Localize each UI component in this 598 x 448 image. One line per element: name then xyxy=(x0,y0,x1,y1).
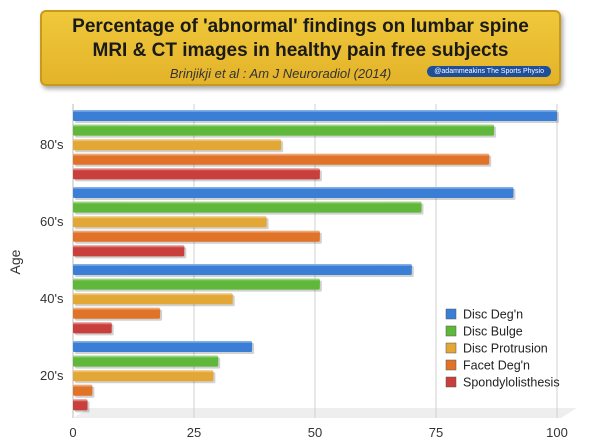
legend-label: Disc Deg'n xyxy=(463,308,523,322)
category-label: 80's xyxy=(40,137,64,152)
chart-title-line2: MRI & CT images in healthy pain free sub… xyxy=(92,40,509,61)
chart-subtitle: Brinjikji et al : Am J Neuroradiol (2014… xyxy=(169,66,392,81)
bar-highlight xyxy=(73,264,412,269)
legend-label: Disc Protrusion xyxy=(463,342,548,356)
bar-highlight xyxy=(73,216,267,222)
title-banner: Percentage of 'abnormal' findings on lum… xyxy=(40,10,561,86)
bar-highlight xyxy=(73,124,495,130)
bar-highlight xyxy=(73,245,185,251)
bar-highlight xyxy=(73,168,320,174)
bar-highlight xyxy=(73,201,422,207)
bar-highlight xyxy=(73,230,320,236)
bar-highlight xyxy=(73,278,320,284)
legend-swatch xyxy=(445,325,457,337)
legend-swatch xyxy=(445,376,457,388)
legend-swatch xyxy=(445,359,457,371)
x-tick-label: 50 xyxy=(308,425,322,440)
y-axis-title: Age xyxy=(7,249,23,274)
legend-label: Disc Bulge xyxy=(463,325,523,339)
x-tick-label: 75 xyxy=(429,425,443,440)
bar-highlight xyxy=(73,341,253,346)
legend-swatch xyxy=(445,342,457,354)
bar-highlight xyxy=(73,384,93,390)
chart-title-line1: Percentage of 'abnormal' findings on lum… xyxy=(72,16,529,37)
credit-badge: @adammeakins The Sports Physio xyxy=(427,66,551,77)
bar-highlight xyxy=(73,355,219,361)
bar-highlight xyxy=(73,399,88,405)
category-label: 20's xyxy=(40,368,64,383)
category-label: 40's xyxy=(40,291,64,306)
x-tick-label: 0 xyxy=(69,425,76,440)
category-label: 60's xyxy=(40,214,64,229)
plot-floor xyxy=(73,408,577,418)
bar-highlight xyxy=(73,307,161,313)
x-tick-label: 25 xyxy=(187,425,201,440)
bar-highlight xyxy=(73,370,214,376)
bar-highlight xyxy=(73,110,557,115)
legend-label: Spondylolisthesis xyxy=(463,376,560,390)
bar-highlight xyxy=(73,322,112,328)
bar-highlight xyxy=(73,139,282,145)
bar-highlight xyxy=(73,153,490,159)
bar-highlight xyxy=(73,187,514,192)
bar-highlight xyxy=(73,293,233,299)
legend-label: Facet Deg'n xyxy=(463,359,530,373)
legend-swatch xyxy=(445,308,457,320)
x-tick-label: 100 xyxy=(546,425,568,440)
